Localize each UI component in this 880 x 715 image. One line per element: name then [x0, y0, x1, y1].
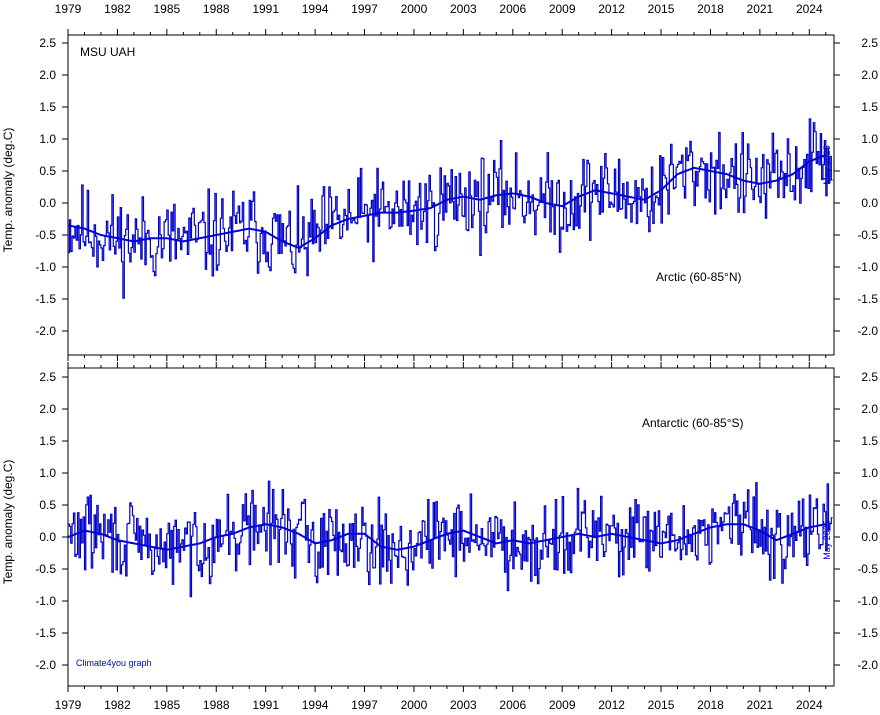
x-tick-label-bottom: 1985 [153, 698, 180, 712]
y-tick-label-right: -2.0 [857, 324, 878, 338]
x-tick-label-bottom: 1982 [104, 698, 131, 712]
antarctic-plot-frame [67, 367, 835, 687]
x-tick-label-top: 2018 [697, 2, 724, 16]
y-tick-label-left: -1.5 [35, 626, 56, 640]
x-tick-label-top: 2012 [598, 2, 625, 16]
x-tick-label-top: 2024 [796, 2, 823, 16]
y-tick-label-right: 0.5 [861, 498, 878, 512]
x-tick-label-bottom: 2006 [499, 698, 526, 712]
source-label: MSU UAH [80, 45, 135, 59]
y-tick-label-right: 2.0 [861, 68, 878, 82]
y-tick-label-right: 2.5 [861, 370, 878, 384]
x-tick-label-top: 2006 [499, 2, 526, 16]
x-tick-label-bottom: 2024 [796, 698, 823, 712]
antarctic-monthly-series [68, 480, 833, 598]
monthly-step-line [68, 118, 833, 299]
y-tick-label-right: 1.0 [861, 466, 878, 480]
x-tick-label-bottom: 2018 [697, 698, 724, 712]
y-tick-label-left: 2.0 [39, 402, 56, 416]
x-tick-label-top: 1979 [55, 2, 82, 16]
y-tick-label-left: -0.5 [35, 562, 56, 576]
y-tick-label-left: -0.5 [35, 228, 56, 242]
x-tick-label-top: 2015 [648, 2, 675, 16]
x-tick-label-bottom: 1994 [302, 698, 329, 712]
x-tick-label-top: 1985 [153, 2, 180, 16]
y-tick-label-left: -1.0 [35, 594, 56, 608]
x-tick-label-bottom: 2012 [598, 698, 625, 712]
y-tick-label-left: -2.0 [35, 658, 56, 672]
y-tick-label-right: 2.5 [861, 36, 878, 50]
x-tick-label-bottom: 1988 [203, 698, 230, 712]
y-tick-label-right: 1.5 [861, 434, 878, 448]
x-tick-label-top: 1988 [203, 2, 230, 16]
x-tick-label-bottom: 2015 [648, 698, 675, 712]
antarctic-y-axis-label: Temp. anomaly (deg.C) [1, 460, 15, 585]
antarctic-panel: 2.5 2.5 2.0 2.0 1.5 1.5 1.0 1.0 0.5 0.5 0.0 0.0 -0.5… [1, 362, 878, 712]
y-tick-label-left: 2.5 [39, 36, 56, 50]
antarctic-date-stamp: May 2025 [822, 520, 832, 560]
antarctic-ticks: 2.5 2.5 2.0 2.0 1.5 1.5 1.0 1.0 0.5 0.5 0.0 0.0 -0.5… [35, 362, 878, 712]
y-tick-label-left: 1.0 [39, 132, 56, 146]
x-tick-label-top: 1982 [104, 2, 131, 16]
y-tick-label-right: 0.0 [861, 530, 878, 544]
monthly-step-line [68, 480, 833, 598]
y-tick-label-left: 0.0 [39, 196, 56, 210]
y-tick-label-right: 1.0 [861, 132, 878, 146]
x-tick-label-top: 1991 [252, 2, 279, 16]
x-tick-label-bottom: 2021 [747, 698, 774, 712]
x-tick-label-top: 2021 [747, 2, 774, 16]
y-tick-label-left: 0.5 [39, 164, 56, 178]
x-tick-label-bottom: 1991 [252, 698, 279, 712]
antarctic-running-mean-line [67, 523, 827, 551]
y-tick-label-right: -1.0 [857, 260, 878, 274]
y-tick-label-left: 0.5 [39, 498, 56, 512]
arctic-plot-frame [67, 34, 835, 356]
x-tick-label-top: 1997 [351, 2, 378, 16]
x-tick-label-bottom: 2009 [549, 698, 576, 712]
y-tick-label-right: -2.0 [857, 658, 878, 672]
credit-label: Climate4you graph [76, 658, 152, 668]
y-tick-label-left: 0.0 [39, 530, 56, 544]
y-tick-label-left: -2.0 [35, 324, 56, 338]
arctic-panel: 2.5 2.5 2.0 2.0 1.5 1.5 1.0 1.0 0.5 0.5 0.0 0.0 -0.5… [1, 2, 878, 361]
y-tick-label-left: -1.0 [35, 260, 56, 274]
x-tick-label-top: 2003 [450, 2, 477, 16]
x-tick-label-bottom: 2003 [450, 698, 477, 712]
x-tick-label-bottom: 2000 [401, 698, 428, 712]
arctic-running-mean-line [67, 154, 827, 249]
y-tick-label-left: 1.5 [39, 100, 56, 114]
arctic-date-stamp: May 2025 [822, 145, 832, 185]
y-tick-label-right: -1.5 [857, 626, 878, 640]
x-tick-label-bottom: 1997 [351, 698, 378, 712]
x-tick-label-top: 2009 [549, 2, 576, 16]
x-tick-label-top: 2000 [401, 2, 428, 16]
y-tick-label-right: -1.0 [857, 594, 878, 608]
arctic-ticks: 2.5 2.5 2.0 2.0 1.5 1.5 1.0 1.0 0.5 0.5 0.0 0.0 -0.5… [35, 2, 878, 361]
y-tick-label-right: 2.0 [861, 402, 878, 416]
y-tick-label-left: -1.5 [35, 292, 56, 306]
x-tick-label-bottom: 1979 [55, 698, 82, 712]
y-tick-label-right: -1.5 [857, 292, 878, 306]
x-tick-label-top: 1994 [302, 2, 329, 16]
arctic-y-axis-label: Temp. anomaly (deg.C) [1, 128, 15, 253]
y-tick-label-right: -0.5 [857, 562, 878, 576]
y-tick-label-right: 0.5 [861, 164, 878, 178]
y-tick-label-right: -0.5 [857, 228, 878, 242]
y-tick-label-left: 1.5 [39, 434, 56, 448]
arctic-region-label: Arctic (60-85°N) [656, 270, 741, 284]
y-tick-label-left: 2.0 [39, 68, 56, 82]
y-tick-label-left: 1.0 [39, 466, 56, 480]
arctic-monthly-series [68, 118, 833, 299]
y-tick-label-right: 1.5 [861, 100, 878, 114]
antarctic-region-label: Antarctic (60-85°S) [642, 416, 744, 430]
y-tick-label-right: 0.0 [861, 196, 878, 210]
y-tick-label-left: 2.5 [39, 370, 56, 384]
